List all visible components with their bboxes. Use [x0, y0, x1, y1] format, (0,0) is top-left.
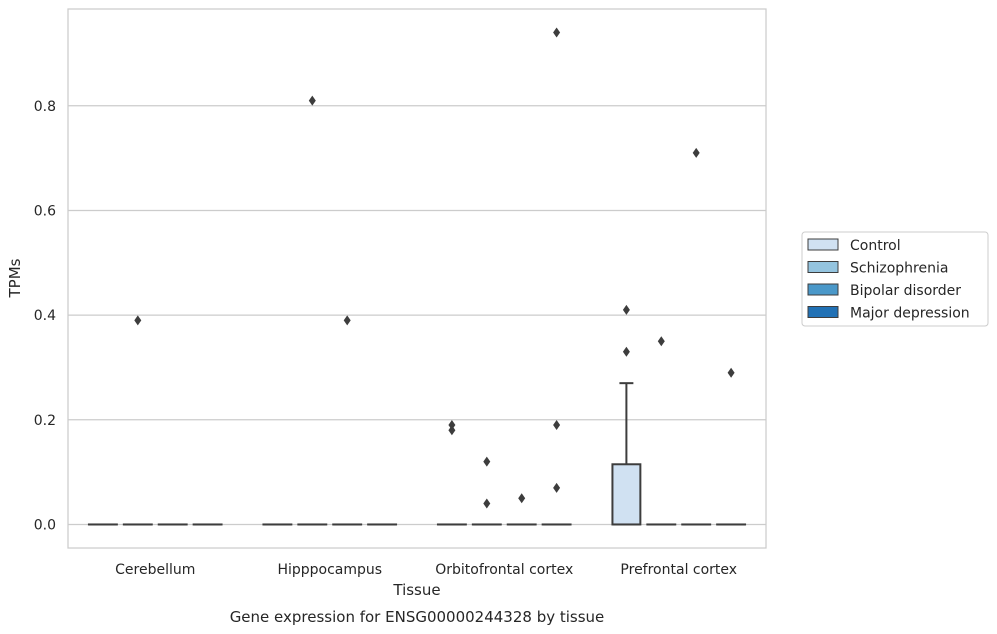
x-tick-label: Prefrontal cortex — [620, 562, 737, 578]
chart-caption: Gene expression for ENSG00000244328 by t… — [230, 608, 605, 626]
boxes — [87, 382, 747, 526]
outlier-point — [622, 304, 630, 315]
y-tick-label: 0.0 — [34, 517, 56, 533]
x-tick-label: Hipppocampus — [277, 562, 382, 578]
outlier-point — [343, 315, 351, 326]
outlier-point — [553, 420, 561, 431]
x-tick-label: Cerebellum — [115, 562, 195, 578]
outlier-point — [134, 315, 142, 326]
y-tick-label: 0.8 — [34, 99, 56, 115]
y-tick-label: 0.4 — [34, 308, 56, 324]
x-axis-label: Tissue — [392, 581, 440, 599]
outlier-point — [483, 498, 491, 509]
outlier-point — [657, 336, 665, 347]
y-axis-label: TPMs — [6, 258, 24, 298]
legend-swatch — [807, 238, 839, 251]
legend-label: Schizophrenia — [850, 261, 948, 277]
outlier-point — [727, 367, 735, 378]
x-tick-labels: Cerebellum Hipppocampus Orbitofrontal cort… — [115, 562, 737, 578]
outlier-point — [518, 493, 526, 504]
outlier-point — [553, 482, 561, 493]
outlier-point — [308, 95, 316, 106]
plot-area-frame — [67, 8, 767, 549]
legend-frame — [801, 231, 989, 327]
x-tick-label: Orbitofrontal cortex — [435, 562, 573, 578]
outlier-point — [553, 27, 561, 38]
legend-swatch — [807, 306, 839, 318]
outlier-point — [448, 425, 456, 436]
y-tick-label: 0.6 — [34, 203, 56, 219]
outlier-point — [692, 147, 700, 158]
y-tick-labels: 0.0 0.2 0.4 0.6 0.8 — [34, 99, 56, 534]
legend-label: Control — [850, 238, 901, 254]
outlier-point — [483, 456, 491, 467]
outliers — [134, 27, 735, 509]
legend-swatch — [807, 283, 839, 296]
legend-swatch — [807, 261, 839, 273]
legend-label: Major depression — [850, 306, 970, 322]
legend-label: Bipolar disorder — [850, 283, 961, 299]
box-body — [611, 463, 642, 526]
legend: Control Schizophrenia Bipolar disorder Majo… — [801, 231, 989, 327]
y-tick-label: 0.2 — [34, 413, 56, 429]
box-control — [611, 382, 642, 526]
outlier-point — [448, 420, 456, 431]
outlier-point — [622, 346, 630, 357]
